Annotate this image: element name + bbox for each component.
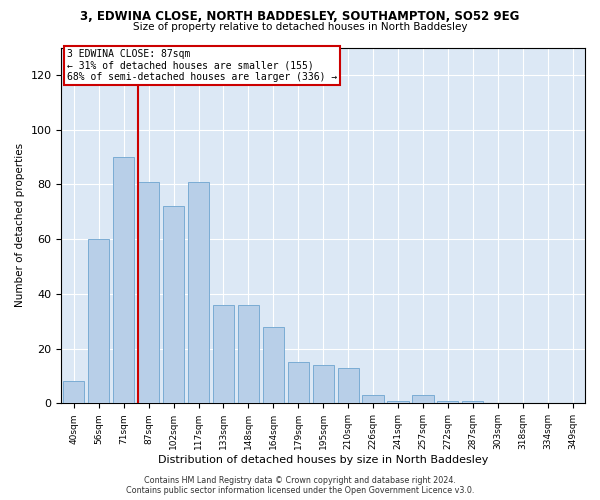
Y-axis label: Number of detached properties: Number of detached properties — [15, 144, 25, 308]
Bar — [412, 395, 434, 404]
Text: Size of property relative to detached houses in North Baddesley: Size of property relative to detached ho… — [133, 22, 467, 32]
Text: 3 EDWINA CLOSE: 87sqm
← 31% of detached houses are smaller (155)
68% of semi-det: 3 EDWINA CLOSE: 87sqm ← 31% of detached … — [67, 50, 337, 82]
Bar — [63, 382, 85, 404]
Bar — [287, 362, 309, 404]
Bar — [313, 365, 334, 404]
Bar — [238, 305, 259, 404]
Text: 3, EDWINA CLOSE, NORTH BADDESLEY, SOUTHAMPTON, SO52 9EG: 3, EDWINA CLOSE, NORTH BADDESLEY, SOUTHA… — [80, 10, 520, 23]
Bar — [263, 326, 284, 404]
Bar — [88, 239, 109, 404]
X-axis label: Distribution of detached houses by size in North Baddesley: Distribution of detached houses by size … — [158, 455, 488, 465]
Bar — [113, 157, 134, 404]
Bar — [188, 182, 209, 404]
Bar — [163, 206, 184, 404]
Bar — [437, 400, 458, 404]
Text: Contains HM Land Registry data © Crown copyright and database right 2024.
Contai: Contains HM Land Registry data © Crown c… — [126, 476, 474, 495]
Bar — [388, 400, 409, 404]
Bar — [138, 182, 159, 404]
Bar — [213, 305, 234, 404]
Bar — [362, 395, 383, 404]
Bar — [338, 368, 359, 404]
Bar — [462, 400, 484, 404]
